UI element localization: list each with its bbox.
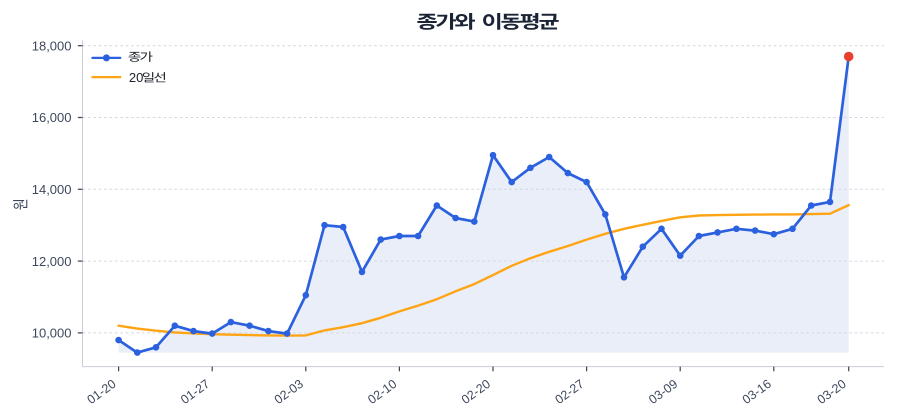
- svg-text:20: 20: [129, 70, 143, 85]
- svg-text:12,000: 12,000: [32, 254, 72, 269]
- svg-text:16,000: 16,000: [32, 110, 72, 125]
- svg-text:14,000: 14,000: [32, 182, 72, 197]
- svg-text:18,000: 18,000: [32, 38, 72, 53]
- svg-text:10,000: 10,000: [32, 326, 72, 341]
